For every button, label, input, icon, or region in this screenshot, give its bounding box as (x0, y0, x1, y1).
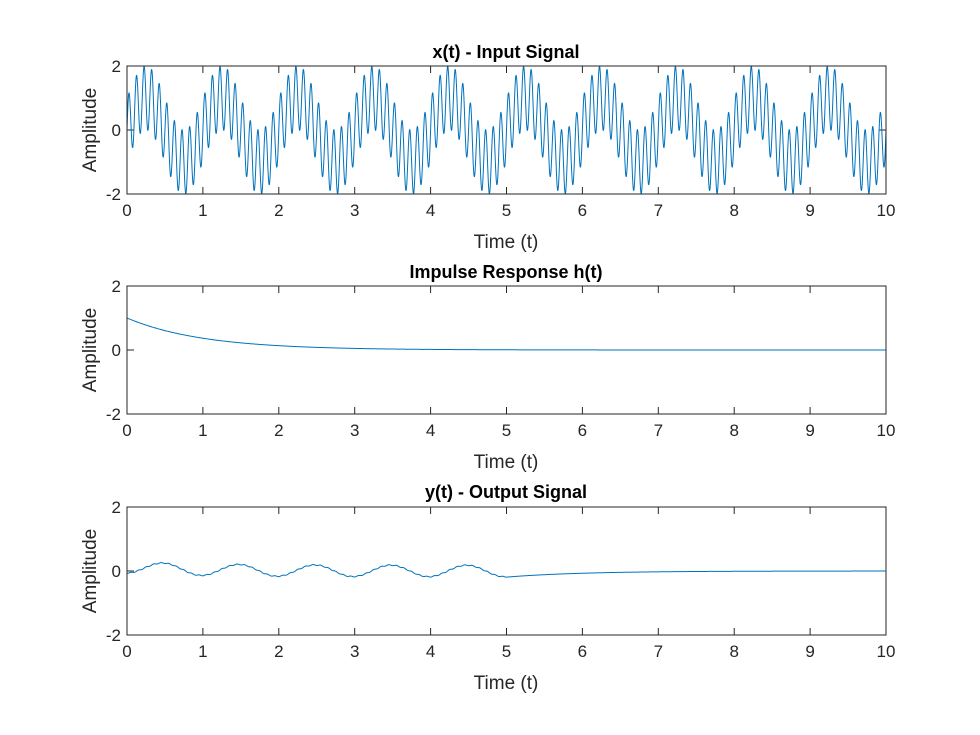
x-tick-label: 9 (805, 642, 814, 661)
x-tick-label: 9 (805, 421, 814, 440)
tick-group: 0 1 2 3 4 5 6 7 8 9 10-202 (106, 57, 896, 220)
series-line-h (126, 317, 886, 351)
plot-title: Impulse Response h(t) (409, 262, 602, 282)
x-tick-label: 2 (274, 642, 283, 661)
x-tick-label: 0 (122, 421, 131, 440)
y-tick-label: -2 (106, 185, 121, 204)
axes-box (126, 65, 887, 195)
x-tick-label: 10 (877, 642, 896, 661)
x-tick-label: 6 (578, 201, 587, 220)
x-tick-label: 5 (502, 201, 511, 220)
y-tick-label: 2 (112, 277, 121, 296)
y-tick-label: 2 (112, 498, 121, 517)
x-tick-label: 2 (274, 421, 283, 440)
series-line-x (126, 65, 887, 195)
y-tick-label: 2 (112, 57, 121, 76)
y-axis-label: Amplitude (80, 308, 101, 393)
subplot-output-signal: y(t) - Output Signal 0 1 2 3 4 5 6 7 8 9 10-202 Ti… (80, 482, 895, 694)
x-tick-label: 3 (350, 642, 359, 661)
y-axis-label: Amplitude (80, 88, 101, 173)
x-tick-label: 8 (729, 421, 738, 440)
plot-title: y(t) - Output Signal (425, 482, 587, 502)
y-tick-label: 0 (112, 121, 121, 140)
plot-title: x(t) - Input Signal (433, 42, 580, 62)
x-tick-label: 5 (502, 421, 511, 440)
x-tick-label: 4 (426, 201, 435, 220)
x-axis-label: Time (t) (474, 452, 539, 473)
x-tick-label: 0 (122, 201, 131, 220)
y-tick-label: 0 (112, 562, 121, 581)
x-tick-label: 4 (426, 642, 435, 661)
x-tick-label: 1 (198, 642, 207, 661)
x-axis-label: Time (t) (474, 673, 539, 694)
x-tick-label: 4 (426, 421, 435, 440)
x-tick-label: 7 (654, 201, 663, 220)
y-axis-label: Amplitude (80, 529, 101, 614)
x-tick-label: 10 (877, 421, 896, 440)
x-tick-label: 9 (805, 201, 814, 220)
x-tick-label: 1 (198, 421, 207, 440)
y-tick-label: -2 (106, 405, 121, 424)
tick-group: 0 1 2 3 4 5 6 7 8 9 10-202 (106, 277, 896, 440)
x-tick-label: 10 (877, 201, 896, 220)
x-tick-label: 6 (578, 642, 587, 661)
x-tick-label: 1 (198, 201, 207, 220)
axes-box (126, 506, 887, 636)
subplot-impulse-response: Impulse Response h(t) 0 1 2 3 4 5 6 7 8 9 10-202 T… (80, 262, 895, 473)
x-tick-label: 3 (350, 421, 359, 440)
subplot-input-signal: x(t) - Input Signal 0 1 2 3 4 5 6 7 8 9 10-202 Tim… (80, 42, 895, 253)
series-line-y (126, 562, 887, 578)
y-tick-label: 0 (112, 341, 121, 360)
x-tick-label: 3 (350, 201, 359, 220)
x-tick-label: 2 (274, 201, 283, 220)
x-tick-label: 5 (502, 642, 511, 661)
x-tick-label: 8 (729, 201, 738, 220)
y-tick-label: -2 (106, 626, 121, 645)
x-tick-label: 7 (654, 642, 663, 661)
axes-box (126, 285, 887, 415)
x-tick-label: 6 (578, 421, 587, 440)
x-axis-label: Time (t) (474, 232, 539, 253)
x-tick-label: 0 (122, 642, 131, 661)
x-tick-label: 7 (654, 421, 663, 440)
x-tick-label: 8 (729, 642, 738, 661)
